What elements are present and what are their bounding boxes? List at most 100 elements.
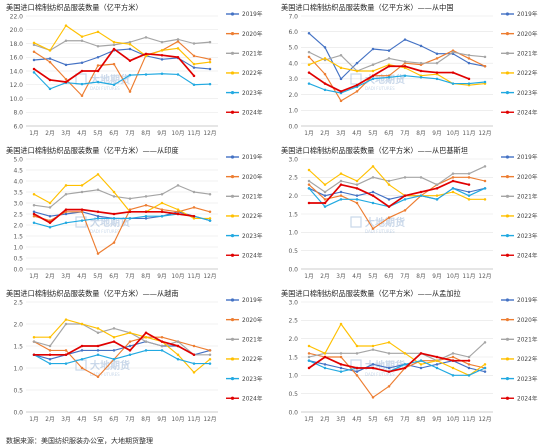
data-point-2019年: [371, 47, 375, 51]
data-point-2021年: [64, 39, 68, 42]
data-point-2019年: [48, 357, 52, 361]
x-tick-label: 6月: [384, 273, 394, 280]
data-point-2022年: [307, 63, 311, 66]
series-line-2020年: [33, 40, 211, 97]
data-point-2020年: [355, 201, 359, 205]
data-point-2021年: [467, 54, 471, 57]
y-tick-label: 3.0: [288, 156, 298, 163]
series-line-2022年: [33, 173, 210, 219]
x-tick-label: 5月: [93, 130, 103, 137]
chart-panel-2: 美国进口棉制纺织品服装数量（亿平方米）——从中国 0.0 1.0 2.0 3.0 4.0 5…: [281, 3, 538, 137]
data-point-2024年: [403, 194, 407, 197]
data-point-2022年: [64, 24, 68, 27]
watermark-mark: [350, 73, 362, 85]
data-point-2021年: [144, 195, 148, 198]
data-point-2021年: [160, 40, 164, 44]
data-point-2019年: [419, 366, 423, 370]
data-point-2021年: [403, 60, 407, 63]
data-point-2022年: [48, 201, 52, 205]
data-point-2021年: [32, 43, 36, 47]
legend-label: 2022年: [517, 69, 538, 77]
data-point-2023年: [80, 357, 84, 361]
data-point-2020年: [208, 58, 212, 61]
x-tick-label: 12月: [478, 416, 491, 423]
legend-label: 2021年: [517, 335, 538, 343]
data-point-2020年: [451, 355, 455, 359]
y-tick-label: 1.5: [13, 233, 23, 240]
legend-swatch-dot: [230, 337, 235, 341]
series-line-2020年: [308, 176, 486, 230]
data-point-2021年: [451, 172, 455, 175]
data-point-2019年: [435, 52, 439, 55]
data-point-2019年: [323, 194, 327, 197]
data-point-2021年: [467, 172, 471, 175]
x-tick-label: 5月: [93, 416, 103, 423]
data-point-2024年: [339, 90, 343, 93]
data-point-2023年: [144, 214, 148, 218]
watermark-subtext: DADI FUTURES: [90, 86, 120, 91]
chart-panel-3: 美国进口棉制纺织品服装数量（亿平方米）——从印度 0.0 0.5 1.0 1.5 2.0 2…: [6, 146, 263, 280]
data-point-2022年: [80, 322, 84, 326]
data-point-2020年: [467, 363, 471, 366]
data-point-2024年: [112, 212, 116, 216]
data-point-2022年: [192, 371, 196, 374]
data-point-2021年: [128, 40, 132, 44]
chart-title: 美国进口棉制纺织品服装数量（亿平方米）——从印度: [6, 146, 179, 155]
x-tick-label: 7月: [400, 130, 410, 137]
data-point-2019年: [387, 198, 391, 201]
data-point-2022年: [144, 335, 148, 339]
x-tick-label: 3月: [336, 416, 346, 423]
legend-swatch-dot: [230, 318, 235, 322]
data-point-2022年: [192, 217, 196, 220]
x-tick-label: 10月: [446, 416, 459, 423]
data-point-2019年: [467, 61, 471, 65]
data-point-2024年: [419, 352, 423, 355]
data-point-2022年: [307, 344, 311, 348]
x-tick-label: 1月: [29, 416, 39, 423]
data-point-2023年: [160, 72, 164, 75]
data-point-2024年: [128, 59, 132, 62]
data-point-2022年: [176, 353, 180, 357]
data-point-2023年: [403, 74, 407, 77]
data-point-2024年: [323, 82, 327, 85]
data-point-2023年: [80, 82, 84, 86]
data-point-2022年: [371, 69, 375, 73]
data-point-2024年: [96, 69, 100, 73]
legend-label: 2019年: [242, 296, 263, 304]
x-tick-label: 4月: [77, 130, 87, 137]
chart-panel-4: 美国进口棉制纺织品服装数量（亿平方米）——从巴基斯坦 0.0 0.5 1.0 1.5 2.…: [281, 146, 538, 280]
data-point-2023年: [176, 357, 180, 361]
legend-label: 2021年: [242, 335, 263, 343]
data-point-2020年: [192, 344, 196, 348]
data-point-2019年: [323, 46, 327, 49]
data-point-2024年: [451, 179, 455, 183]
data-point-2022年: [435, 194, 439, 197]
data-point-2023年: [96, 353, 100, 357]
series-line-2021年: [33, 323, 210, 356]
data-point-2020年: [467, 57, 471, 60]
chart-title: 美国进口棉制纺织品服装数量（亿平方米）——从中国: [281, 3, 454, 12]
data-point-2024年: [467, 77, 471, 81]
data-point-2022年: [451, 190, 455, 194]
data-point-2022年: [355, 69, 359, 73]
y-tick-label: 2.0: [288, 193, 298, 200]
data-point-2021年: [307, 355, 311, 359]
data-point-2019年: [371, 363, 375, 366]
data-point-2019年: [208, 67, 212, 71]
data-point-2022年: [467, 198, 471, 201]
data-point-2022年: [96, 30, 100, 34]
legend-swatch-dot: [230, 12, 235, 16]
data-point-2021年: [387, 57, 391, 60]
legend-label: 2020年: [517, 30, 538, 38]
series-line-2022年: [308, 323, 486, 376]
watermark-subtext: DADI FUTURES: [365, 229, 395, 234]
data-point-2024年: [192, 214, 196, 218]
data-point-2024年: [339, 363, 343, 366]
data-point-2023年: [435, 366, 439, 370]
data-point-2023年: [208, 82, 212, 86]
legend-label: 2021年: [517, 49, 538, 57]
data-point-2023年: [64, 221, 68, 225]
watermark-mark: [350, 359, 362, 371]
data-point-2019年: [32, 58, 36, 62]
